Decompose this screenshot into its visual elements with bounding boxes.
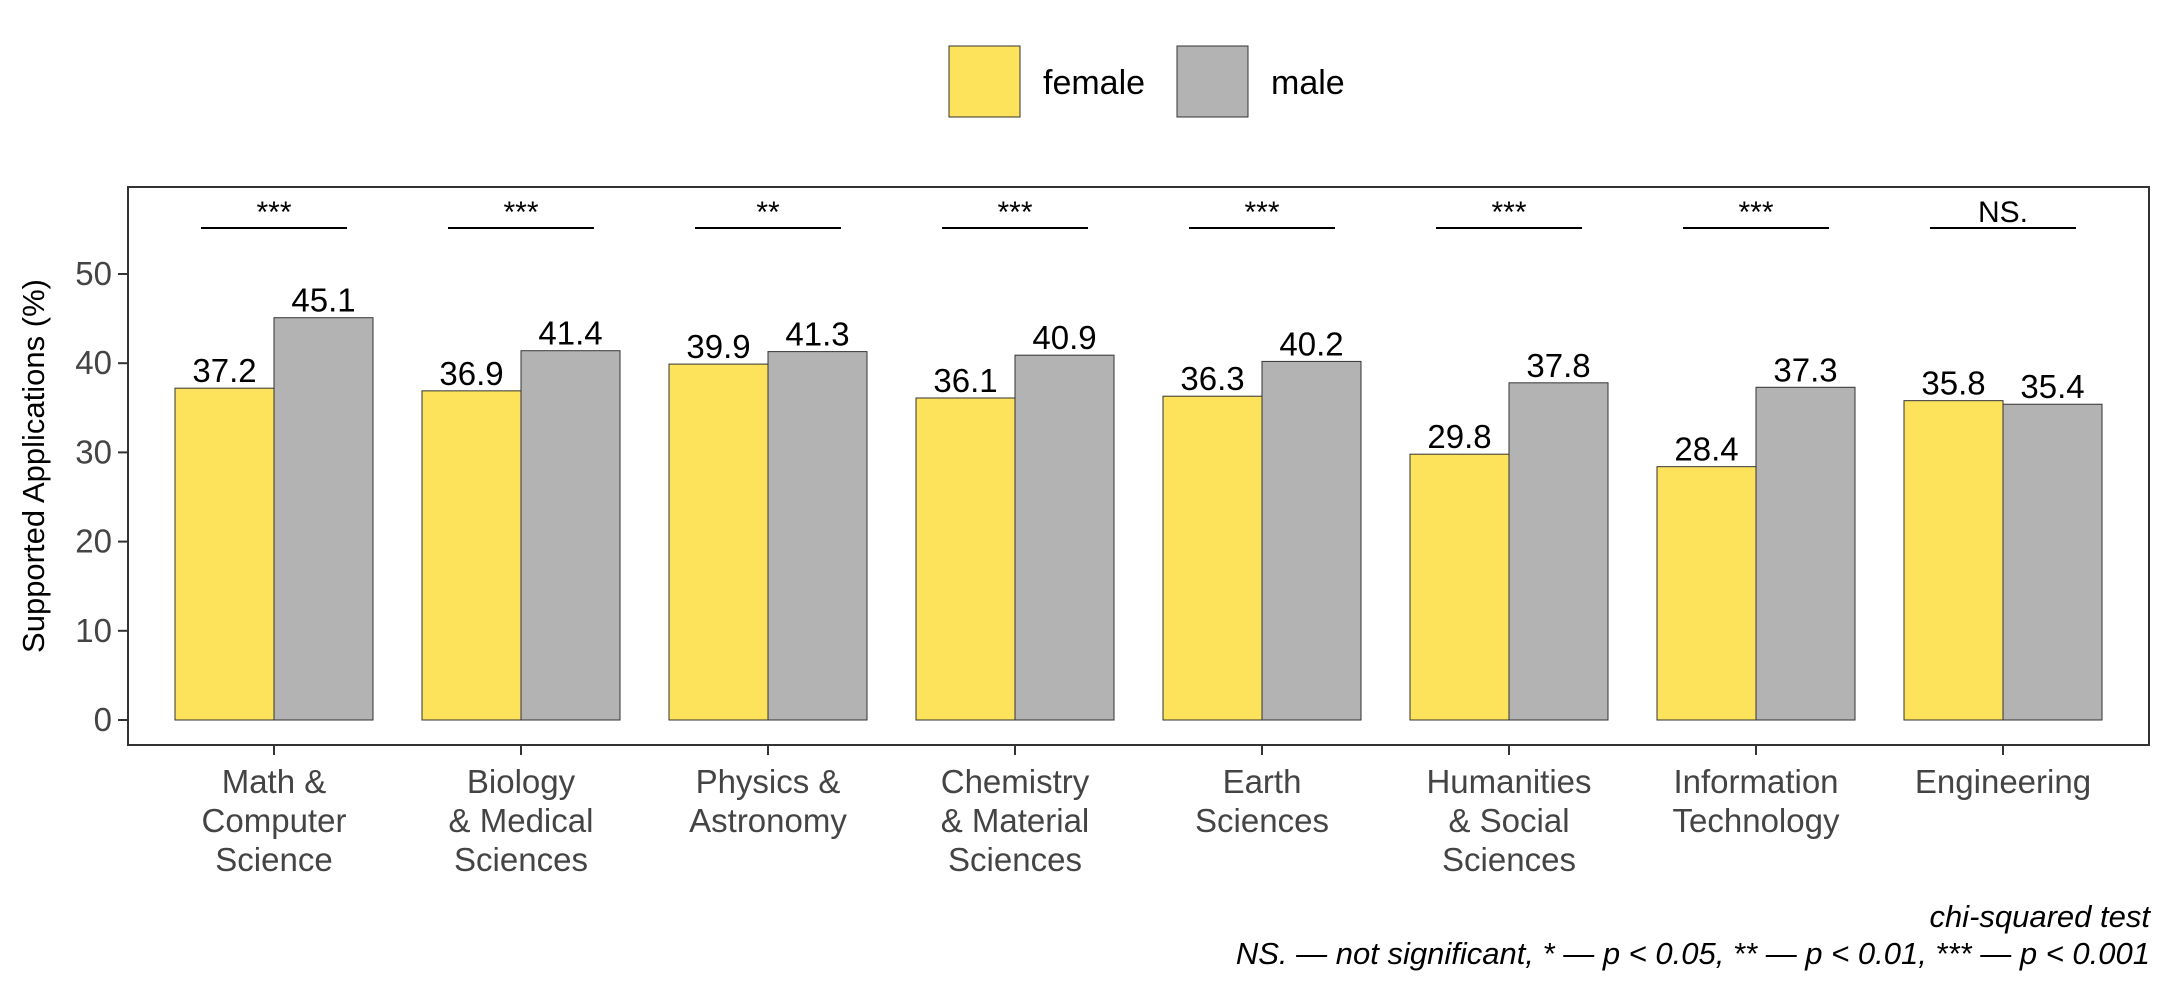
x-tick-label: Chemistry & Material Sciences (941, 763, 1090, 878)
bar-male (1508, 382, 1609, 721)
legend: female male (948, 45, 1345, 118)
y-tick-label: 10 (75, 612, 112, 649)
bar-male (273, 317, 374, 721)
legend-label-male: male (1271, 64, 1345, 102)
value-label-male: 40.2 (1279, 325, 1343, 362)
x-tick-label: Humanities & Social Sciences (1426, 763, 1591, 878)
x-tick-label: Earth Sciences (1195, 763, 1329, 839)
value-label-male: 40.9 (1032, 319, 1096, 356)
value-label-female: 29.8 (1427, 418, 1491, 455)
significance-label: *** (997, 196, 1032, 229)
y-tick-label: 50 (75, 255, 112, 292)
bar-male (1261, 360, 1362, 721)
bar-male (1014, 354, 1115, 721)
legend-label-female: female (1043, 64, 1145, 102)
value-label-female: 39.9 (686, 328, 750, 365)
y-tick-label: 20 (75, 523, 112, 560)
bar-female (1409, 453, 1510, 721)
significance-label: *** (503, 196, 538, 229)
value-label-female: 37.2 (192, 352, 256, 389)
significance-label: NS. (1978, 196, 2028, 229)
legend-swatch-male (1176, 45, 1249, 118)
value-label-female: 36.3 (1180, 360, 1244, 397)
y-tick-label: 30 (75, 433, 112, 470)
caption-line-2: NS. — not significant, * — p < 0.05, ** … (1236, 936, 2150, 971)
value-label-female: 35.8 (1921, 365, 1985, 402)
bar-female (1903, 400, 2004, 721)
bars (174, 317, 2103, 721)
bar-female (915, 397, 1016, 721)
significance-markers: *** *** ** *** *** *** *** NS. (201, 196, 2076, 229)
bar-male (520, 350, 621, 721)
value-label-female: 28.4 (1674, 431, 1738, 468)
value-label-female: 36.1 (933, 362, 997, 399)
bar-female (421, 390, 522, 721)
value-label-male: 35.4 (2020, 368, 2084, 405)
value-label-male: 37.3 (1773, 351, 1837, 388)
y-tick-label: 40 (75, 344, 112, 381)
bar-female (1656, 466, 1757, 721)
x-tick-label: Information Technology (1673, 763, 1840, 839)
x-tick-label: Engineering (1915, 763, 2091, 800)
x-tick-label: Physics & Astronomy (689, 763, 847, 839)
axes: 0 10 20 30 40 50 Math & Computer Science Biology &… (75, 255, 2091, 878)
value-label-male: 37.8 (1526, 347, 1590, 384)
bar-male (1755, 386, 1856, 721)
y-tick-label: 0 (94, 701, 112, 738)
value-label-male: 41.4 (538, 315, 602, 352)
caption-line-1: chi-squared test (1929, 899, 2151, 934)
y-axis-title: Supported Applications (%) (16, 279, 51, 653)
bar-female (1162, 395, 1263, 721)
value-label-female: 36.9 (439, 355, 503, 392)
significance-label: *** (1738, 196, 1773, 229)
legend-swatch-female (948, 45, 1021, 118)
value-labels: 37.2 45.1 36.9 41.4 39.9 41.3 36.1 40.9 36.3 40.2… (192, 282, 2084, 468)
value-label-male: 45.1 (291, 282, 355, 319)
bar-male (767, 351, 868, 721)
significance-label: *** (1491, 196, 1526, 229)
bar-female (174, 387, 275, 721)
significance-label: *** (1244, 196, 1279, 229)
significance-label: *** (256, 196, 291, 229)
significance-label: ** (756, 196, 780, 229)
bar-female (668, 363, 769, 721)
bar-male (2002, 403, 2103, 721)
plot-panel (127, 186, 2150, 746)
x-tick-label: Math & Computer Science (202, 763, 347, 878)
x-tick-label: Biology & Medical Sciences (449, 763, 594, 878)
value-label-male: 41.3 (785, 316, 849, 353)
